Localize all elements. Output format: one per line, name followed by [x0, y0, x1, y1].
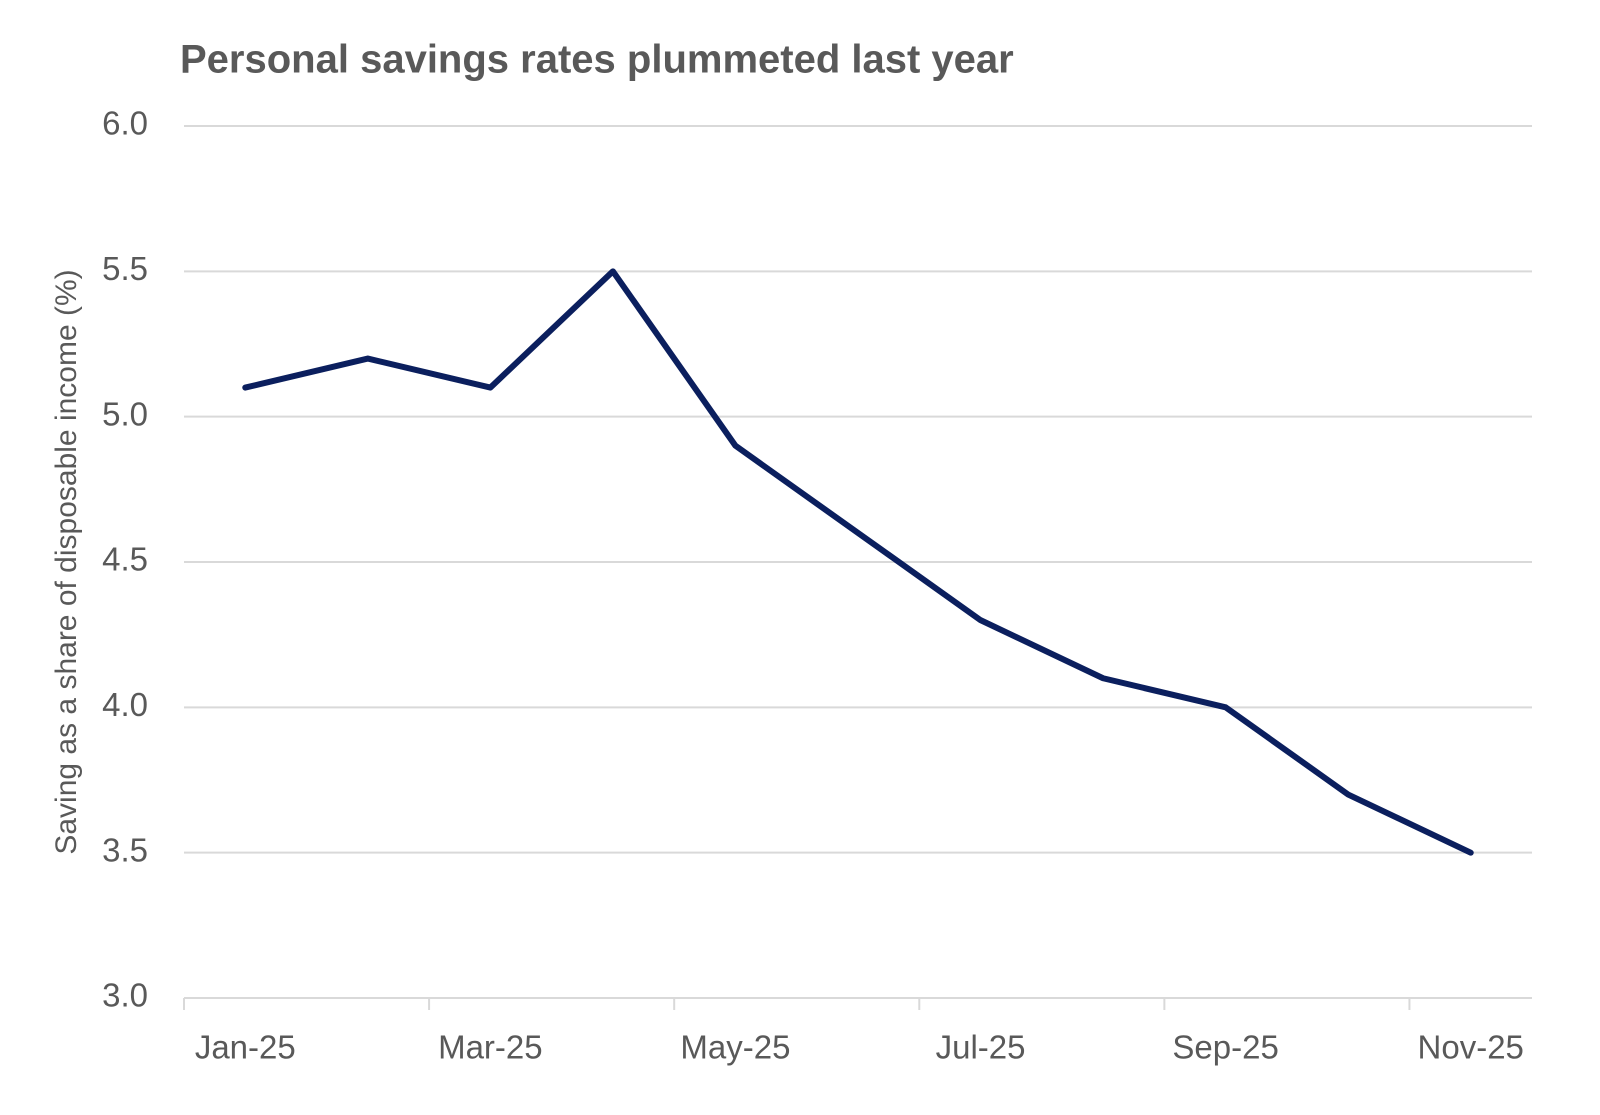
x-tick-label: Mar-25: [438, 1029, 543, 1066]
y-tick-label: 5.0: [102, 395, 148, 432]
x-tick-label: Sep-25: [1172, 1029, 1278, 1066]
y-tick-label: 5.5: [102, 250, 148, 287]
x-tick-label: May-25: [680, 1029, 790, 1066]
y-tick-label: 3.0: [102, 977, 148, 1014]
y-tick-label: 3.5: [102, 831, 148, 868]
y-axis-label: Saving as a share of disposable income (…: [50, 269, 83, 854]
x-tick-label: Nov-25: [1418, 1029, 1524, 1066]
y-tick-label: 6.0: [102, 105, 148, 142]
y-tick-label: 4.5: [102, 541, 148, 578]
x-tick-label: Jul-25: [936, 1029, 1026, 1066]
chart-title: Personal savings rates plummeted last ye…: [180, 38, 1014, 82]
x-tick-label: Jan-25: [195, 1029, 296, 1066]
data-line: [242, 268, 1474, 856]
y-tick-label: 4.0: [102, 686, 148, 723]
